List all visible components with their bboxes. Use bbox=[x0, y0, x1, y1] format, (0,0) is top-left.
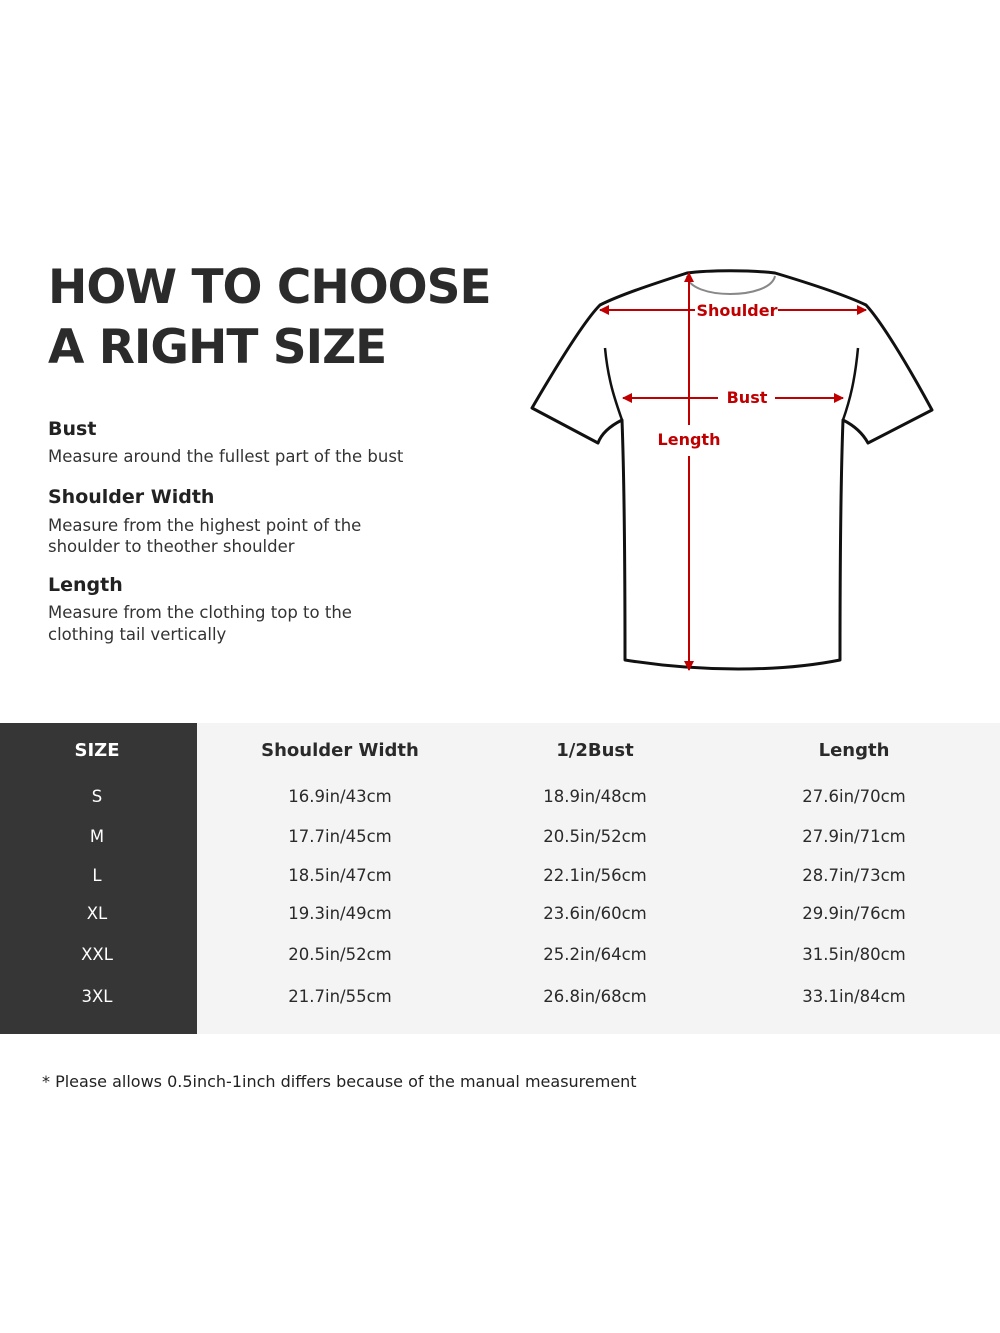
table-cell: 27.9in/71cm bbox=[802, 827, 906, 846]
title-line-1: HOW TO CHOOSE bbox=[48, 260, 492, 315]
tshirt-collar bbox=[686, 275, 776, 295]
table-cell: 21.7in/55cm bbox=[288, 987, 392, 1006]
table-cell: 19.3in/49cm bbox=[288, 904, 392, 923]
tshirt-armhole-left bbox=[603, 347, 624, 421]
tshirt-outline bbox=[530, 269, 934, 671]
size-label: S bbox=[91, 787, 103, 806]
table-cell: 17.7in/45cm bbox=[288, 827, 392, 846]
guide-desc-shoulder-2: shoulder to theother shoulder bbox=[48, 537, 295, 556]
table-cell: 20.5in/52cm bbox=[288, 945, 392, 964]
table-cell: 18.9in/48cm bbox=[543, 787, 647, 806]
table-cell: 33.1in/84cm bbox=[802, 987, 906, 1006]
size-label: M bbox=[89, 827, 105, 846]
shoulder-label: Shoulder bbox=[697, 301, 778, 320]
size-label: XXL bbox=[81, 945, 113, 964]
table-header-0: SIZE bbox=[74, 740, 120, 761]
table-cell: 29.9in/76cm bbox=[802, 904, 906, 923]
table-cell: 16.9in/43cm bbox=[288, 787, 392, 806]
tshirt-diagram: Shoulder Bust Length bbox=[530, 269, 934, 671]
table-cell: 20.5in/52cm bbox=[543, 827, 647, 846]
guide-desc-length-2: clothing tail vertically bbox=[48, 625, 227, 644]
table-header-1: Shoulder Width bbox=[261, 740, 419, 761]
size-label: 3XL bbox=[81, 987, 113, 1006]
table-header-3: Length bbox=[818, 740, 890, 761]
size-column bbox=[0, 723, 197, 1034]
tshirt-armhole-right bbox=[841, 347, 860, 421]
table-cell: 22.1in/56cm bbox=[543, 866, 647, 885]
title-line-2: A RIGHT SIZE bbox=[48, 320, 387, 375]
guide-desc-bust: Measure around the fullest part of the b… bbox=[48, 447, 404, 466]
guide-heading-shoulder: Shoulder Width bbox=[48, 486, 215, 508]
bust-label: Bust bbox=[727, 388, 768, 407]
table-cell: 23.6in/60cm bbox=[543, 904, 647, 923]
size-table: SIZE Shoulder Width 1/2Bust Length S 16.9in/4… bbox=[0, 723, 1000, 1034]
table-cell: 26.8in/68cm bbox=[543, 987, 647, 1006]
table-header-2: 1/2Bust bbox=[556, 740, 634, 761]
table-cell: 27.6in/70cm bbox=[802, 787, 906, 806]
guide-heading-length: Length bbox=[48, 574, 123, 596]
size-label: XL bbox=[86, 904, 108, 923]
measurement-note: * Please allows 0.5inch-1inch differs be… bbox=[42, 1072, 637, 1091]
table-cell: 31.5in/80cm bbox=[802, 945, 906, 964]
length-label: Length bbox=[658, 430, 721, 449]
table-cell: 25.2in/64cm bbox=[543, 945, 647, 964]
guide-heading-bust: Bust bbox=[48, 418, 97, 440]
page-title: HOW TO CHOOSE A RIGHT SIZE bbox=[48, 258, 492, 378]
table-cell: 18.5in/47cm bbox=[288, 866, 392, 885]
size-label: L bbox=[92, 866, 102, 885]
guide-desc-length-1: Measure from the clothing top to the bbox=[48, 603, 352, 622]
guide-desc-shoulder-1: Measure from the highest point of the bbox=[48, 516, 362, 535]
table-cell: 28.7in/73cm bbox=[802, 866, 906, 885]
